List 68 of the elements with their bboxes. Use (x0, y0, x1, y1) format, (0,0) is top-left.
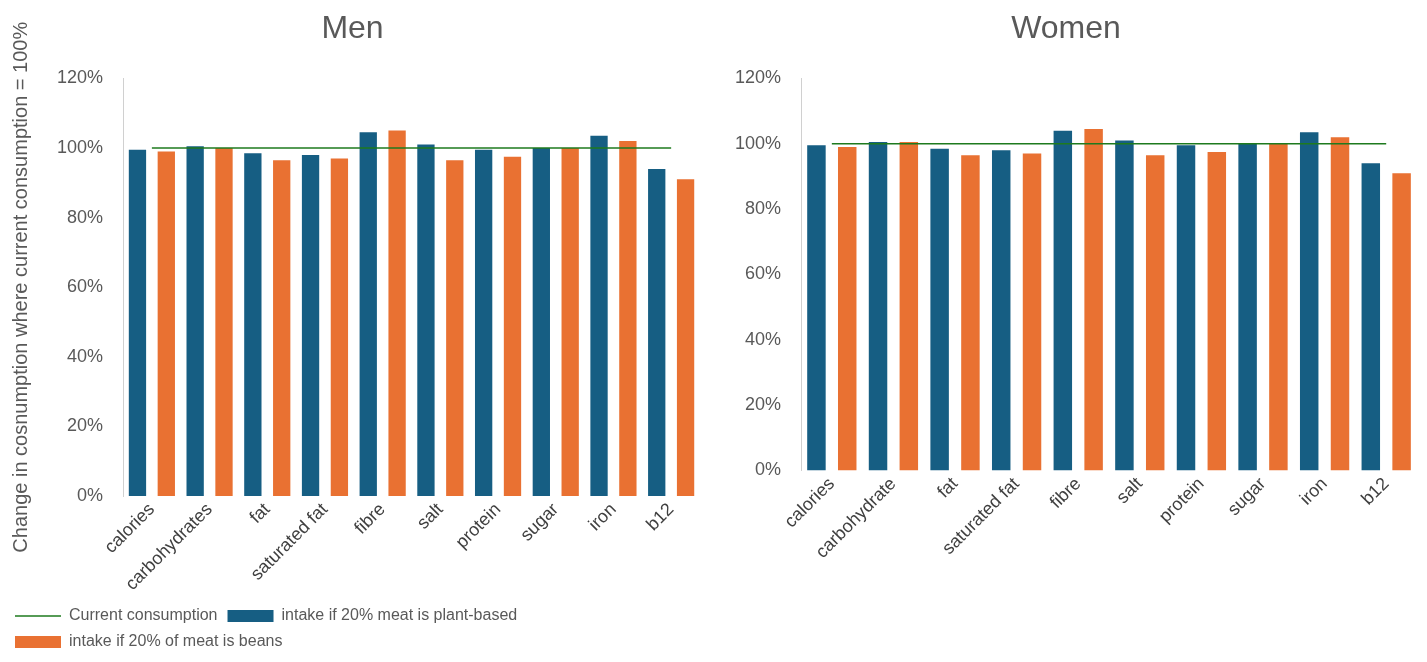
bar (417, 144, 435, 497)
bar (1330, 137, 1350, 471)
y-tick-label: 100% (734, 132, 782, 153)
y-tick-label: 120% (734, 67, 782, 88)
bar (961, 155, 980, 471)
bar (128, 149, 147, 497)
bar (838, 147, 857, 471)
x-tick-label: salt (412, 498, 447, 533)
legend-label: intake if 20% of meat is beans (69, 632, 283, 650)
bar (474, 149, 493, 497)
bar (1299, 132, 1319, 471)
y-tick-label: 60% (67, 276, 104, 297)
x-tick-label: b12 (1357, 473, 1393, 509)
x-tick-label: fibre (1045, 473, 1085, 513)
y-tick-label: 60% (745, 263, 782, 284)
bar (273, 160, 291, 497)
x-tick-label: iron (584, 498, 620, 535)
x-tick-label: salt (1112, 473, 1147, 508)
x-tick-label: b12 (642, 498, 678, 535)
bar (301, 154, 320, 497)
bar (590, 135, 608, 497)
y-tick-label: 20% (67, 415, 104, 436)
bar (1176, 145, 1196, 471)
bar (1053, 130, 1073, 471)
chart-title: Men (321, 9, 384, 46)
bar (388, 130, 406, 497)
y-tick-label: 0% (77, 485, 104, 506)
bar (561, 148, 579, 497)
bar (676, 179, 695, 497)
legend-label: intake if 20% meat is plant-based (281, 606, 518, 624)
y-tick-label: 40% (67, 345, 104, 366)
bar (930, 148, 949, 471)
chart-title: Women (1011, 9, 1121, 46)
y-tick-label: 80% (745, 198, 782, 219)
bar (899, 142, 919, 471)
y-tick-label: 20% (745, 394, 782, 415)
bar (532, 148, 550, 497)
y-tick-label: 100% (56, 136, 104, 157)
y-tick-label: 0% (755, 459, 782, 480)
bar (807, 145, 826, 471)
y-tick-label: 80% (67, 206, 104, 227)
legend-label: Current consumption (69, 606, 218, 624)
bar (359, 132, 377, 497)
bar (446, 160, 464, 497)
bar (619, 141, 637, 497)
bar (1022, 153, 1042, 471)
bar (186, 146, 204, 497)
bar (215, 148, 233, 497)
bar (1145, 155, 1165, 471)
bar (1207, 151, 1227, 471)
bar (648, 168, 666, 497)
bar (1115, 140, 1134, 471)
bar (868, 142, 888, 471)
bar (1084, 129, 1103, 471)
bar (1361, 163, 1381, 471)
y-tick-label: 120% (56, 67, 104, 88)
bar (244, 153, 262, 497)
bar (157, 151, 175, 497)
x-tick-label: fibre (350, 498, 390, 538)
x-tick-label: iron (1295, 473, 1331, 509)
bar (1238, 143, 1257, 471)
y-tick-label: 40% (745, 328, 782, 349)
bar (330, 158, 349, 497)
bar (503, 156, 522, 497)
bar (1392, 173, 1411, 471)
bar (1269, 143, 1288, 471)
y-axis-title: Change in cosnumption where current consumption = 100% (8, 21, 31, 553)
bar (991, 150, 1011, 471)
